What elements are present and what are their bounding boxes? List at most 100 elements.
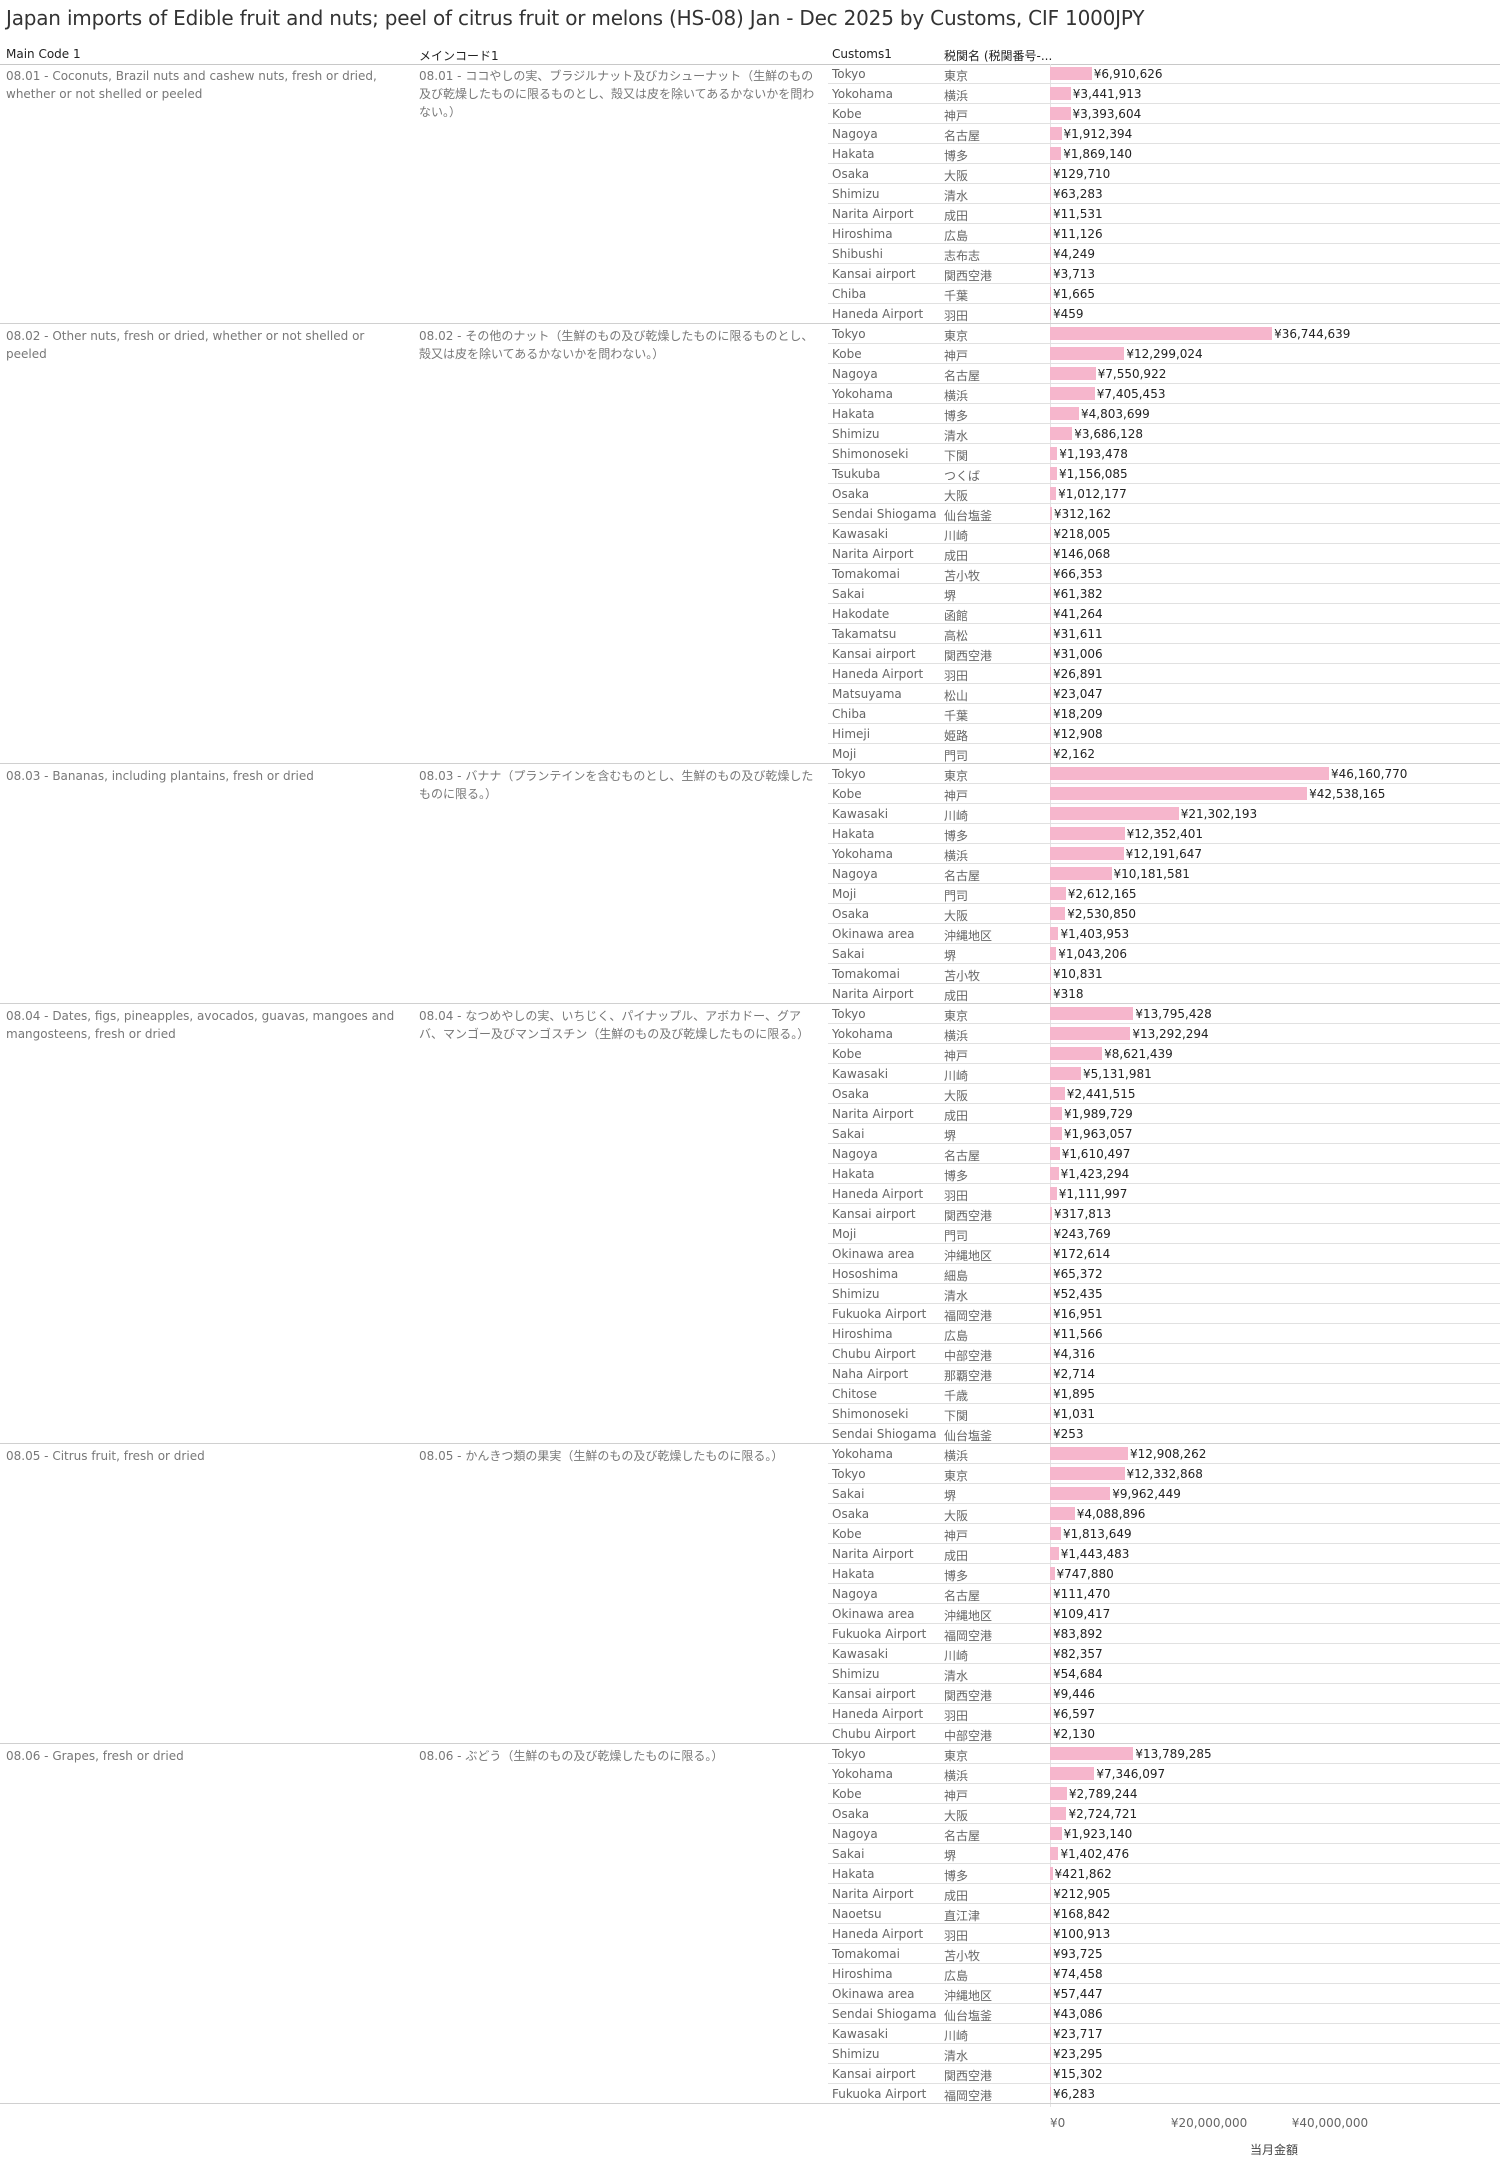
bar[interactable] bbox=[1050, 307, 1051, 320]
bar[interactable] bbox=[1050, 1067, 1082, 1080]
bar[interactable] bbox=[1050, 447, 1058, 460]
bar[interactable] bbox=[1050, 87, 1071, 100]
bar[interactable] bbox=[1050, 887, 1066, 900]
bar[interactable] bbox=[1050, 907, 1066, 920]
bar[interactable] bbox=[1050, 1407, 1051, 1420]
bar[interactable] bbox=[1050, 747, 1051, 760]
bar[interactable] bbox=[1050, 187, 1051, 200]
bar[interactable] bbox=[1050, 1447, 1129, 1460]
bar[interactable] bbox=[1050, 387, 1095, 400]
bar[interactable] bbox=[1050, 347, 1125, 360]
bar[interactable] bbox=[1050, 1867, 1053, 1880]
bar[interactable] bbox=[1050, 1287, 1051, 1300]
bar[interactable] bbox=[1050, 1467, 1125, 1480]
bar[interactable] bbox=[1050, 1567, 1055, 1580]
bar[interactable] bbox=[1050, 727, 1051, 740]
bar[interactable] bbox=[1050, 127, 1062, 140]
bar[interactable] bbox=[1050, 1647, 1051, 1660]
bar[interactable] bbox=[1050, 587, 1051, 600]
bar[interactable] bbox=[1050, 287, 1051, 300]
bar[interactable] bbox=[1050, 1827, 1062, 1840]
bar[interactable] bbox=[1050, 1907, 1052, 1920]
bar[interactable] bbox=[1050, 927, 1059, 940]
bar[interactable] bbox=[1050, 1967, 1051, 1980]
bar[interactable] bbox=[1050, 1207, 1052, 1220]
bar[interactable] bbox=[1050, 107, 1071, 120]
bar[interactable] bbox=[1050, 2047, 1051, 2060]
bar[interactable] bbox=[1050, 1027, 1131, 1040]
bar[interactable] bbox=[1050, 1527, 1061, 1540]
bar[interactable] bbox=[1050, 2087, 1051, 2100]
bar[interactable] bbox=[1050, 1747, 1134, 1760]
bar[interactable] bbox=[1050, 327, 1273, 340]
bar[interactable] bbox=[1050, 1507, 1075, 1520]
bar[interactable] bbox=[1050, 1607, 1051, 1620]
bar[interactable] bbox=[1050, 1187, 1057, 1200]
bar[interactable] bbox=[1050, 1227, 1052, 1240]
bar[interactable] bbox=[1050, 1367, 1051, 1380]
bar[interactable] bbox=[1050, 427, 1073, 440]
bar[interactable] bbox=[1050, 1847, 1059, 1860]
bar[interactable] bbox=[1050, 1167, 1059, 1180]
bar[interactable] bbox=[1050, 627, 1051, 640]
bar[interactable] bbox=[1050, 1087, 1065, 1100]
bar[interactable] bbox=[1050, 867, 1112, 880]
bar[interactable] bbox=[1050, 1267, 1051, 1280]
bar[interactable] bbox=[1050, 1547, 1059, 1560]
bar[interactable] bbox=[1050, 487, 1057, 500]
bar[interactable] bbox=[1050, 1667, 1051, 1680]
bar[interactable] bbox=[1050, 1787, 1067, 1800]
bar[interactable] bbox=[1050, 1107, 1063, 1120]
bar[interactable] bbox=[1050, 1307, 1051, 1320]
bar[interactable] bbox=[1050, 267, 1051, 280]
bar[interactable] bbox=[1050, 1387, 1051, 1400]
bar[interactable] bbox=[1050, 1727, 1051, 1740]
bar[interactable] bbox=[1050, 567, 1051, 580]
bar[interactable] bbox=[1050, 507, 1052, 520]
bar[interactable] bbox=[1050, 847, 1124, 860]
bar[interactable] bbox=[1050, 407, 1080, 420]
bar[interactable] bbox=[1050, 807, 1179, 820]
bar[interactable] bbox=[1050, 147, 1062, 160]
bar[interactable] bbox=[1050, 2067, 1051, 2080]
bar[interactable] bbox=[1050, 707, 1051, 720]
bar[interactable] bbox=[1050, 167, 1051, 180]
bar[interactable] bbox=[1050, 247, 1051, 260]
bar[interactable] bbox=[1050, 1887, 1052, 1900]
bar[interactable] bbox=[1050, 367, 1096, 380]
bar[interactable] bbox=[1050, 787, 1308, 800]
bar[interactable] bbox=[1050, 1707, 1051, 1720]
bar[interactable] bbox=[1050, 1347, 1051, 1360]
bar[interactable] bbox=[1050, 227, 1051, 240]
bar[interactable] bbox=[1050, 987, 1051, 1000]
bar[interactable] bbox=[1050, 1687, 1051, 1700]
bar[interactable] bbox=[1050, 967, 1051, 980]
bar[interactable] bbox=[1050, 647, 1051, 660]
bar[interactable] bbox=[1050, 67, 1092, 80]
bar[interactable] bbox=[1050, 1927, 1051, 1940]
bar[interactable] bbox=[1050, 467, 1057, 480]
bar[interactable] bbox=[1050, 1947, 1051, 1960]
bar[interactable] bbox=[1050, 767, 1329, 780]
bar[interactable] bbox=[1050, 667, 1051, 680]
bar[interactable] bbox=[1050, 1007, 1134, 1020]
bar[interactable] bbox=[1050, 687, 1051, 700]
bar[interactable] bbox=[1050, 1327, 1051, 1340]
bar[interactable] bbox=[1050, 1987, 1051, 2000]
bar[interactable] bbox=[1050, 1767, 1095, 1780]
bar[interactable] bbox=[1050, 1047, 1103, 1060]
bar[interactable] bbox=[1050, 827, 1125, 840]
bar[interactable] bbox=[1050, 1127, 1062, 1140]
bar[interactable] bbox=[1050, 2007, 1051, 2020]
bar[interactable] bbox=[1050, 1587, 1051, 1600]
bar[interactable] bbox=[1050, 1147, 1060, 1160]
bar[interactable] bbox=[1050, 1247, 1052, 1260]
bar[interactable] bbox=[1050, 207, 1051, 220]
bar[interactable] bbox=[1050, 1427, 1051, 1440]
bar[interactable] bbox=[1050, 1627, 1051, 1640]
bar[interactable] bbox=[1050, 947, 1057, 960]
bar[interactable] bbox=[1050, 527, 1052, 540]
bar[interactable] bbox=[1050, 1487, 1111, 1500]
bar[interactable] bbox=[1050, 547, 1051, 560]
bar[interactable] bbox=[1050, 607, 1051, 620]
